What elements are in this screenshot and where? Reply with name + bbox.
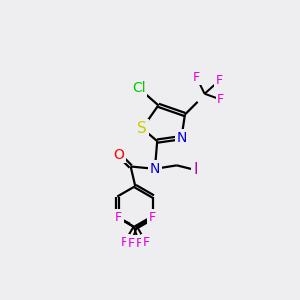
Text: F: F — [216, 74, 223, 87]
Text: I: I — [193, 163, 198, 178]
Text: F: F — [128, 237, 135, 250]
Text: N: N — [150, 162, 160, 176]
Text: N: N — [176, 130, 187, 145]
Text: F: F — [115, 211, 122, 224]
Text: F: F — [193, 70, 200, 84]
Text: Cl: Cl — [132, 81, 146, 95]
Text: F: F — [148, 211, 155, 224]
Text: O: O — [113, 148, 124, 161]
Text: F: F — [136, 237, 143, 250]
Text: S: S — [137, 121, 147, 136]
Text: F: F — [121, 236, 128, 249]
Text: F: F — [142, 236, 150, 249]
Text: F: F — [217, 93, 224, 106]
